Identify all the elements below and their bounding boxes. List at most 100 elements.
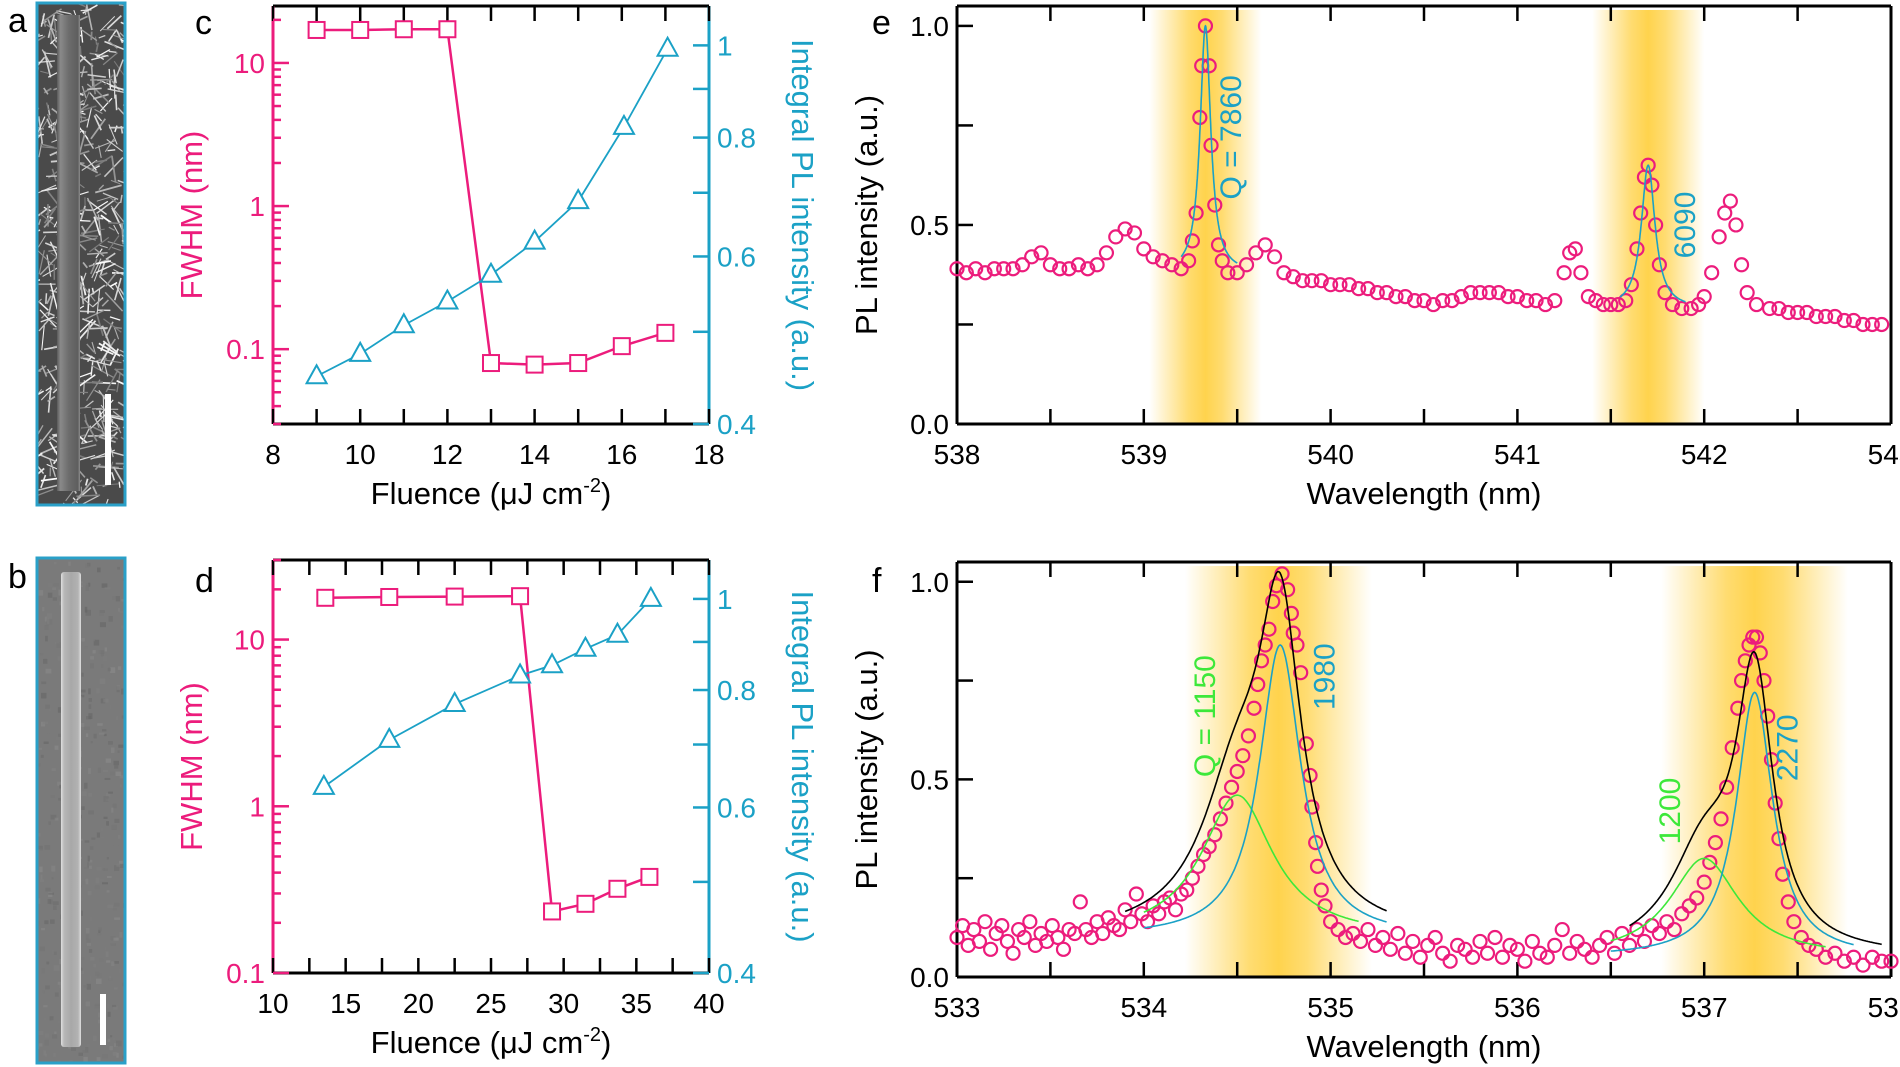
fiber [104, 291, 124, 312]
highlight-band [1149, 10, 1262, 424]
grain [103, 816, 108, 819]
fiber [47, 71, 59, 78]
grain [103, 733, 107, 737]
data-point-circle [1739, 285, 1755, 301]
x-tick-label: 18 [693, 439, 724, 470]
data-point-circle [1154, 253, 1171, 269]
grain [50, 919, 55, 924]
grain [48, 707, 52, 712]
grain [103, 796, 109, 803]
data-point-circle [1711, 229, 1727, 245]
grain [87, 855, 90, 862]
data-point-circle [1793, 929, 1809, 946]
fiber [109, 197, 119, 205]
x-axis-label-end: ) [601, 476, 611, 511]
panel-label: b [8, 558, 27, 596]
data-point-circle [1846, 312, 1862, 329]
grain [41, 928, 45, 931]
grain [94, 1005, 101, 1010]
fiber [47, 19, 58, 43]
fiber [99, 244, 108, 249]
grain [93, 963, 97, 968]
data-point-circle [1479, 945, 1496, 961]
fiber [49, 282, 59, 310]
fiber [37, 388, 43, 397]
fiber [118, 481, 121, 488]
grain [108, 978, 113, 981]
grain [117, 835, 121, 839]
grain [106, 821, 110, 826]
fiber [85, 4, 93, 31]
x-axis-label-superscript: -2 [583, 1024, 601, 1046]
chart-panel-f: 533 534 535 536 537 538 Wavelength (nm) 0.0 0.5 1… [849, 560, 1900, 1064]
fiber [107, 388, 116, 391]
fiber [45, 293, 48, 304]
y-tick-label-right: 0.4 [717, 958, 756, 989]
data-point-circle [1337, 929, 1354, 946]
data-point-circle [1580, 289, 1596, 305]
data-point-circle [1042, 257, 1059, 273]
grain [117, 566, 121, 570]
fiber [114, 283, 125, 302]
fiber [90, 258, 98, 275]
grain [114, 818, 120, 823]
fiber [39, 444, 60, 455]
grain [58, 733, 64, 737]
data-point-circle [1874, 953, 1890, 969]
data-point-circle [1188, 205, 1204, 221]
fiber [76, 479, 93, 500]
data-point-circle [1494, 949, 1511, 965]
data-point-circle [1070, 257, 1087, 273]
grain [90, 957, 95, 961]
grain [97, 973, 103, 978]
data-point-circle [1151, 906, 1167, 922]
grain [54, 817, 59, 821]
panel-label: f [872, 562, 882, 600]
data-point-circle [1117, 902, 1133, 918]
fiber [102, 52, 118, 66]
grain [119, 610, 123, 614]
fiber [111, 451, 125, 457]
data-point-circle [1139, 914, 1156, 930]
grain [39, 866, 43, 873]
grain [53, 1052, 56, 1057]
data-point-circle [1304, 799, 1320, 815]
x-tick-label: 10 [345, 439, 376, 470]
data-point-circle [1864, 316, 1880, 333]
data-point-circle [1108, 229, 1124, 245]
grain [117, 750, 120, 754]
grain [47, 592, 53, 598]
data-point-circle [1836, 312, 1852, 329]
data-point-circle [1502, 937, 1518, 953]
y-tick-label-right: 1 [717, 30, 733, 61]
grain [57, 1020, 63, 1024]
grain [43, 1017, 47, 1021]
grain [41, 692, 47, 699]
fiber [108, 235, 120, 251]
grain [43, 741, 49, 744]
q-factor-annotation: 1200 [1654, 778, 1687, 845]
fiber [84, 309, 105, 320]
grain [122, 982, 125, 987]
panel-b: b [8, 556, 127, 1065]
fiber [93, 260, 112, 266]
data-point-circle [1304, 273, 1320, 289]
grain [98, 732, 105, 735]
scale-bar [105, 394, 111, 485]
grain [38, 832, 41, 837]
data-point-circle [1741, 637, 1757, 653]
grain [100, 827, 104, 832]
data-point-circle [1388, 289, 1404, 305]
grain [52, 901, 59, 905]
fiber [49, 29, 53, 44]
data-point-circle [1569, 933, 1585, 950]
data-point-circle [1472, 285, 1488, 301]
data-point-square [380, 587, 399, 606]
grain [105, 758, 112, 763]
grain [114, 865, 120, 872]
data-point-circle [1179, 882, 1195, 898]
grain [96, 978, 102, 984]
data-point-triangle [508, 662, 532, 684]
data-point-circle [1061, 261, 1077, 277]
fiber [94, 53, 105, 60]
